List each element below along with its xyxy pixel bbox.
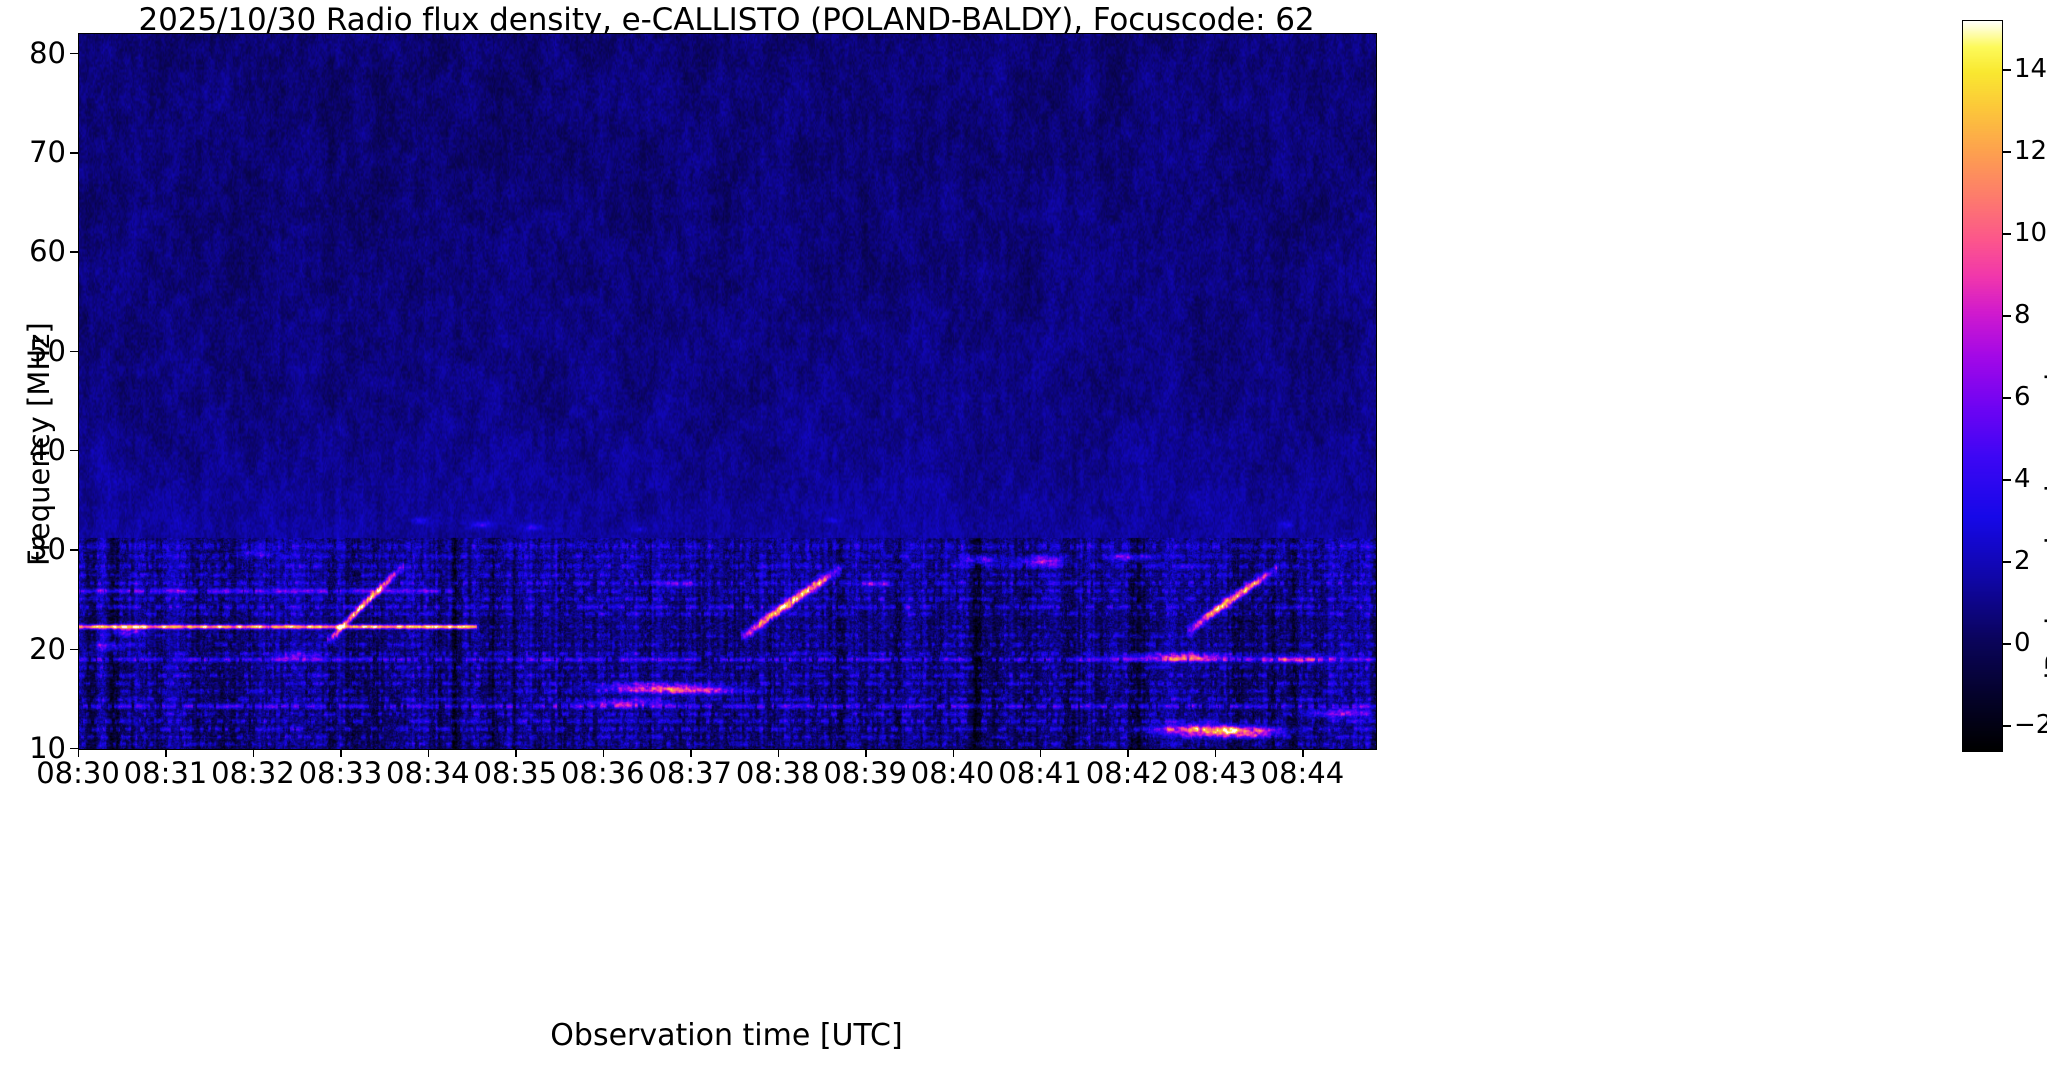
page-title: 2025/10/30 Radio flux density, e-CALLIST…	[138, 2, 1315, 38]
colorbar-tick-mark	[2003, 643, 2011, 645]
x-tick-mark	[252, 749, 255, 757]
x-tick-label: 08:32	[211, 756, 295, 790]
x-tick-mark	[340, 749, 342, 757]
y-tick-mark	[70, 748, 78, 750]
colorbar-tick-mark	[2003, 479, 2011, 481]
y-tick-label: 20	[29, 631, 66, 666]
x-tick-label: 08:37	[648, 756, 732, 790]
dynamic-spectrum-image	[79, 34, 1376, 749]
y-tick-mark	[70, 251, 78, 253]
spectrogram-axes	[78, 33, 1377, 750]
colorbar-tick-label: −2	[2014, 710, 2047, 741]
x-tick-label: 08:44	[1260, 756, 1345, 790]
x-tick-mark	[1127, 749, 1129, 757]
colorbar-tick-label: 6	[2014, 382, 2031, 413]
x-axis-label: Observation time [UTC]	[550, 1018, 903, 1053]
x-tick-label: 08:43	[1173, 756, 1257, 790]
x-tick-label: 08:42	[1085, 756, 1170, 790]
x-tick-label: 08:38	[735, 756, 820, 790]
x-tick-mark	[952, 749, 954, 757]
x-tick-mark	[777, 749, 780, 757]
y-tick-label: 30	[29, 532, 66, 567]
x-tick-label: 08:34	[386, 756, 470, 790]
colorbar-tick-mark	[2003, 69, 2011, 71]
y-tick-label: 10	[29, 731, 66, 765]
y-tick-mark	[70, 350, 78, 353]
x-tick-mark	[78, 749, 80, 757]
x-tick-label: 08:31	[123, 756, 208, 790]
y-tick-mark	[70, 152, 78, 154]
x-tick-label: 08:40	[910, 756, 995, 790]
colorbar	[1962, 20, 2003, 752]
x-tick-mark	[1302, 749, 1304, 757]
colorbar-tick-label: 0	[2014, 628, 2031, 659]
x-tick-label: 08:36	[560, 756, 645, 790]
x-tick-mark	[1214, 749, 1217, 757]
y-tick-label: 70	[29, 135, 66, 170]
colorbar-tick-mark	[2003, 315, 2011, 317]
x-tick-label: 08:30	[36, 756, 120, 790]
colorbar-tick-label: 12	[2014, 136, 2047, 167]
colorbar-tick-mark	[2003, 397, 2011, 399]
x-tick-mark	[690, 749, 692, 757]
colorbar-tick-label: 4	[2014, 464, 2031, 495]
x-tick-mark	[1040, 749, 1042, 757]
colorbar-label: dB above background	[2040, 372, 2047, 690]
colorbar-tick-mark	[2003, 725, 2011, 727]
y-tick-label: 50	[29, 333, 66, 368]
y-tick-label: 40	[29, 433, 66, 468]
y-tick-mark	[70, 648, 78, 651]
x-tick-mark	[865, 749, 867, 757]
colorbar-tick-label: 2	[2014, 546, 2031, 577]
x-tick-mark	[427, 749, 430, 757]
x-tick-mark	[165, 749, 167, 757]
y-tick-label: 60	[29, 234, 66, 269]
x-tick-mark	[515, 749, 517, 757]
colorbar-gradient	[1963, 21, 2002, 751]
x-tick-label: 08:33	[298, 756, 383, 790]
x-tick-label: 08:41	[998, 756, 1082, 790]
colorbar-tick-label: 8	[2014, 300, 2031, 331]
x-tick-label: 08:39	[823, 756, 907, 790]
colorbar-tick-label: 10	[2014, 218, 2047, 249]
colorbar-tick-mark	[2003, 233, 2011, 235]
x-tick-label: 08:35	[473, 756, 558, 790]
y-tick-mark	[70, 450, 78, 452]
y-tick-label: 80	[29, 35, 66, 70]
x-tick-mark	[602, 749, 605, 757]
y-tick-mark	[70, 549, 78, 551]
colorbar-tick-mark	[2003, 151, 2011, 153]
colorbar-tick-mark	[2003, 561, 2011, 563]
y-tick-mark	[70, 52, 78, 55]
colorbar-tick-label: 14	[2014, 54, 2047, 85]
